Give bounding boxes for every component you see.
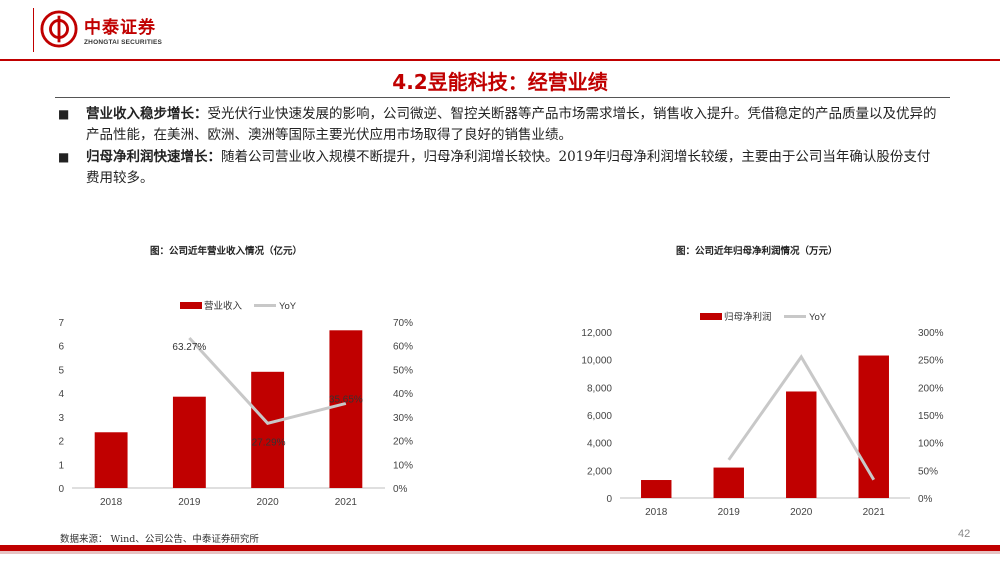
yoy-data-label: 63.27%	[172, 342, 206, 353]
bullet-list: ■ 营业收入稳步增长：受光伏行业快速发展的影响，公司微逆、智控关断器等产品市场需…	[58, 104, 938, 190]
x-tick-label: 2021	[863, 507, 886, 518]
bar	[713, 467, 744, 498]
x-tick-label: 2018	[645, 507, 668, 518]
page-number: 42	[958, 528, 971, 540]
yoy-data-label: 27.29%	[252, 437, 286, 448]
y-left-tick-label: 4	[58, 389, 64, 400]
revenue-chart-title: 图：公司近年营业收入情况（亿元）	[150, 246, 303, 257]
header-left-accent	[33, 8, 34, 52]
x-tick-label: 2020	[257, 497, 280, 508]
bullet-heading: 营业收入稳步增长：	[86, 106, 208, 122]
y-left-tick-label: 10,000	[581, 356, 612, 367]
bullet-text: 归母净利润快速增长：随着公司营业收入规模不断提升，归母净利润增长较快。2019年…	[86, 147, 938, 189]
y-left-tick-label: 12,000	[581, 328, 612, 339]
legend-bar-label: 营业收入	[204, 300, 243, 312]
y-right-tick-label: 200%	[918, 383, 944, 394]
x-tick-label: 2020	[790, 507, 813, 518]
yoy-line	[727, 354, 876, 481]
footer-bar-accent	[0, 551, 1000, 554]
bar	[251, 371, 285, 488]
x-tick-label: 2019	[718, 507, 741, 518]
bar	[94, 432, 128, 488]
y-left-tick-label: 8,000	[587, 383, 612, 394]
logo-chinese-name: 中泰证券	[84, 17, 156, 38]
data-source: 数据来源： Wind、公司公告、中泰证券研究所	[60, 534, 259, 545]
y-right-tick-label: 150%	[918, 411, 944, 422]
y-left-tick-label: 2,000	[587, 466, 612, 477]
bar	[641, 480, 672, 498]
y-right-tick-label: 40%	[393, 389, 413, 400]
legend-bar-label: 归母净利润	[724, 311, 772, 323]
bullet-item: ■ 归母净利润快速增长：随着公司营业收入规模不断提升，归母净利润增长较快。201…	[58, 147, 938, 189]
bullet-content: 随着公司营业收入规模不断提升，归母净利润增长较快。2019年归母净利润增长较缓，…	[86, 149, 931, 186]
square-bullet-icon: ■	[58, 150, 70, 164]
y-left-tick-label: 4,000	[587, 439, 612, 450]
bullet-item: ■ 营业收入稳步增长：受光伏行业快速发展的影响，公司微逆、智控关断器等产品市场需…	[58, 104, 938, 146]
footer-bar	[0, 545, 1000, 551]
y-left-tick-label: 0	[606, 494, 612, 505]
bullet-heading: 归母净利润快速增长：	[86, 149, 221, 165]
y-right-tick-label: 70%	[393, 318, 413, 329]
bullet-content: 受光伏行业快速发展的影响，公司微逆、智控关断器等产品市场需求增长，销售收入提升。…	[86, 106, 937, 143]
legend-bar-swatch	[700, 313, 722, 320]
net-profit-chart: 0 2,000 4,000 6,000 8,000 10,000 12,000 0% 50% 10…	[581, 311, 944, 518]
bar	[786, 391, 817, 498]
logo-english-name: ZHONGTAI SECURITIES	[84, 38, 163, 46]
y-right-tick-label: 60%	[393, 342, 413, 353]
x-tick-label: 2018	[100, 497, 123, 508]
y-left-tick-label: 3	[58, 413, 64, 424]
y-right-tick-label: 20%	[393, 437, 413, 448]
legend-line-label: YoY	[279, 301, 297, 312]
y-right-tick-label: 30%	[393, 413, 413, 424]
square-bullet-icon: ■	[58, 107, 70, 121]
y-right-tick-label: 50%	[393, 365, 413, 376]
y-right-tick-label: 10%	[393, 460, 413, 471]
header-divider	[0, 59, 1000, 61]
title-underline	[55, 97, 950, 98]
legend-line-label: YoY	[809, 312, 827, 323]
y-right-tick-label: 300%	[918, 328, 944, 339]
y-right-tick-label: 250%	[918, 356, 944, 367]
profit-chart-title: 图：公司近年归母净利润情况（万元）	[676, 246, 838, 257]
slide-title: 4.2昱能科技：经营业绩	[392, 70, 608, 94]
bullet-text: 营业收入稳步增长：受光伏行业快速发展的影响，公司微逆、智控关断器等产品市场需求增…	[86, 104, 938, 146]
y-left-tick-label: 1	[58, 460, 64, 471]
zhongtai-logo-icon	[40, 10, 78, 48]
legend-bar-swatch	[180, 302, 202, 309]
x-tick-label: 2021	[335, 497, 358, 508]
bar	[858, 355, 889, 498]
yoy-line	[188, 336, 347, 425]
x-tick-label: 2019	[178, 497, 201, 508]
y-left-tick-label: 6	[58, 342, 64, 353]
y-right-tick-label: 0%	[918, 494, 933, 505]
company-logo: 中泰证券 ZHONGTAI SECURITIES	[40, 10, 162, 48]
y-left-tick-label: 2	[58, 437, 64, 448]
bar	[172, 396, 206, 488]
yoy-data-label: 35.65%	[329, 394, 363, 405]
y-left-tick-label: 7	[58, 318, 64, 329]
bar	[329, 330, 363, 488]
y-left-tick-label: 0	[58, 484, 64, 495]
y-right-tick-label: 100%	[918, 439, 944, 450]
y-left-tick-label: 5	[58, 365, 64, 376]
y-left-tick-label: 6,000	[587, 411, 612, 422]
y-right-tick-label: 0%	[393, 484, 408, 495]
y-right-tick-label: 50%	[918, 466, 938, 477]
